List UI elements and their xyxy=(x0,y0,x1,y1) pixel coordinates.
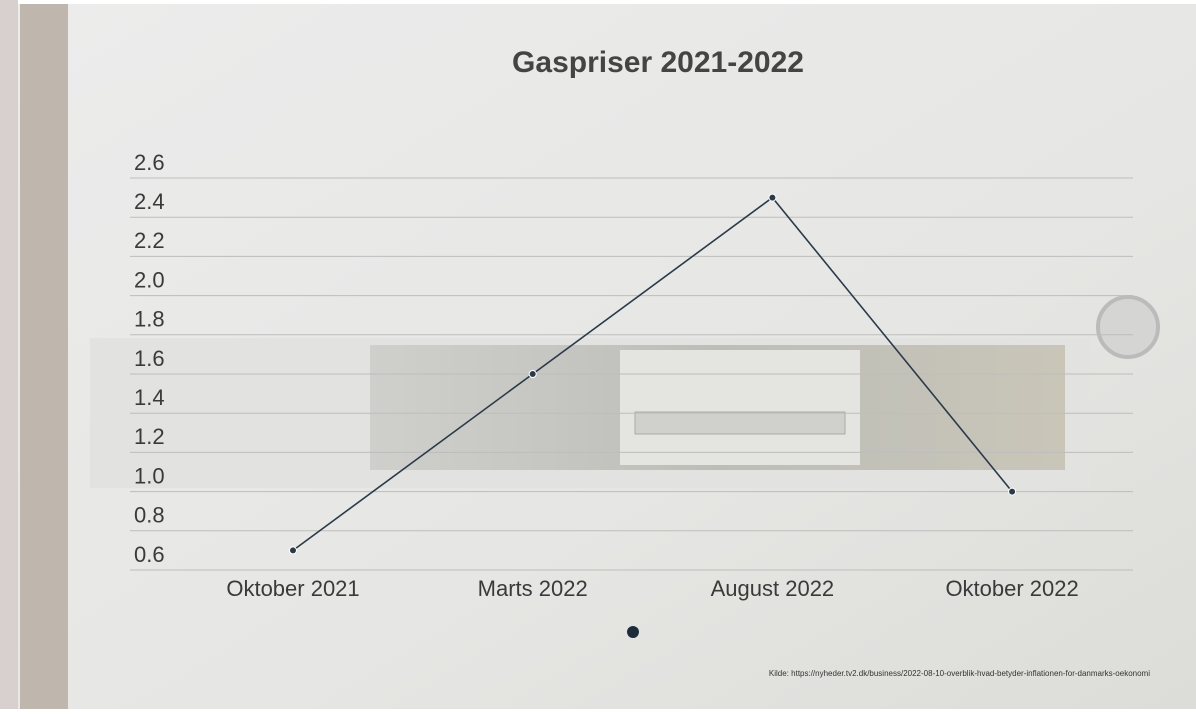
left-edge xyxy=(0,0,18,709)
data-point xyxy=(768,193,777,202)
x-tick-label: August 2022 xyxy=(711,576,835,601)
y-tick-label: 1.2 xyxy=(134,424,165,449)
wooden-post xyxy=(20,4,68,709)
x-tick-label: Oktober 2022 xyxy=(945,576,1078,601)
y-tick-label: 2.6 xyxy=(134,150,165,175)
y-tick-label: 0.8 xyxy=(134,503,165,528)
y-tick-label: 2.4 xyxy=(134,189,165,214)
meter-knob xyxy=(1096,295,1160,359)
chart-title: Gaspriser 2021-2022 xyxy=(512,46,804,79)
source-note: Kilde: https://nyheder.tv2.dk/business/2… xyxy=(769,669,1150,678)
y-tick-label: 1.8 xyxy=(134,307,165,332)
data-point xyxy=(528,370,537,378)
x-tick-label: Marts 2022 xyxy=(478,576,588,601)
y-tick-label: 2.2 xyxy=(134,228,165,253)
x-tick-label: Oktober 2021 xyxy=(226,576,359,601)
data-line xyxy=(292,196,1013,552)
y-tick-label: 1.0 xyxy=(134,463,165,488)
data-point xyxy=(289,546,297,555)
meter-display xyxy=(620,350,860,465)
data-point xyxy=(1008,487,1017,496)
meter-counter xyxy=(634,411,846,435)
y-tick-label: 2.0 xyxy=(134,267,165,292)
y-tick-label: 1.6 xyxy=(134,346,165,371)
y-tick-label: 0.6 xyxy=(134,542,165,567)
slide-indicator xyxy=(627,626,639,638)
y-tick-label: 1.4 xyxy=(134,385,165,410)
